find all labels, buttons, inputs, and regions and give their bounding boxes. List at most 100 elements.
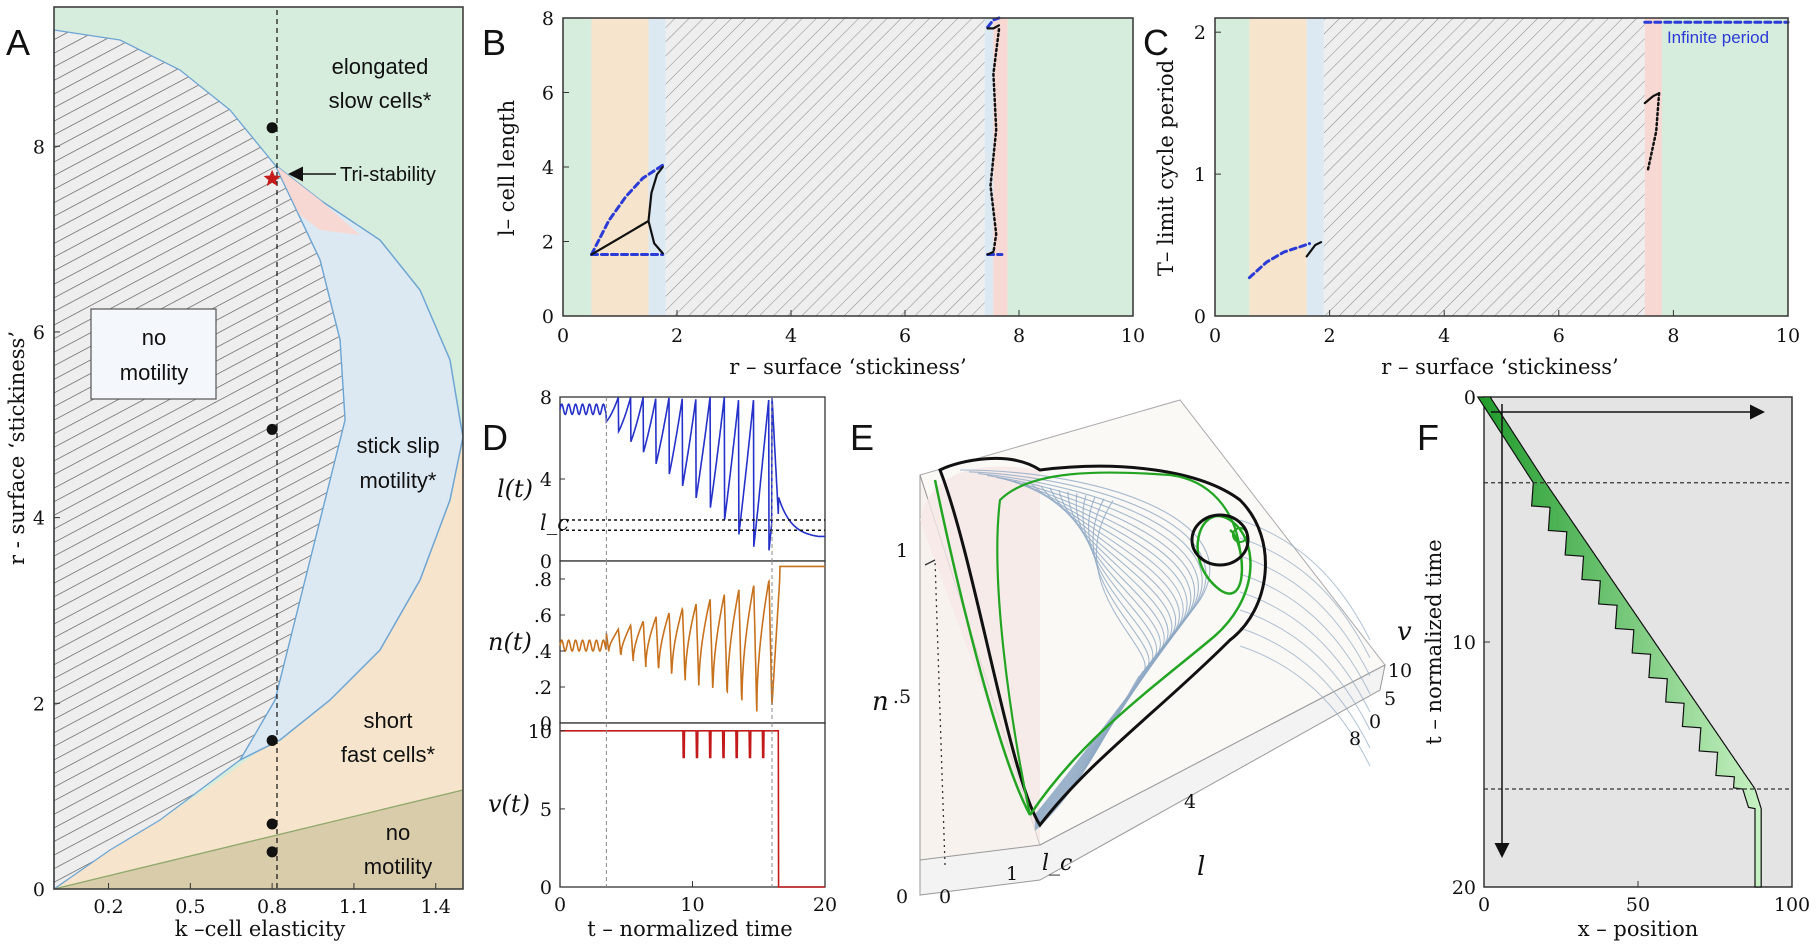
e-v-tick-10: 10	[1388, 660, 1412, 682]
f-panel-letter: F	[1417, 417, 1439, 458]
c-y-tick-label: 0	[1194, 306, 1206, 328]
b-y-tick-label: 2	[542, 232, 554, 254]
c-series-line	[1247, 242, 1311, 280]
c-legend-infinite-period: Infinite period	[1667, 28, 1769, 47]
d-y-tick-label: .4	[534, 641, 552, 663]
panel-e: E n l v l_c 0 .5 1 0 1 4 8 0 5 10	[850, 399, 1412, 908]
b-x-tick-label: 6	[899, 325, 911, 347]
a-y-tick-label: 0	[33, 879, 45, 901]
a-region-label-stickslip-2: motility*	[359, 468, 436, 493]
b-y-ticks: 0 2 4 6 8	[542, 8, 569, 328]
b-series-line	[986, 250, 995, 256]
c-series-line	[1643, 92, 1661, 105]
a-x-tick-label: 0.8	[257, 896, 287, 918]
d-panel-letter: D	[482, 417, 508, 458]
a-region-label-no-motility-low-1: no	[386, 820, 410, 845]
e-l-tick-1: 1	[1006, 863, 1018, 885]
a-point	[266, 734, 278, 746]
e-n-label: n	[872, 687, 889, 717]
a-x-tick-label: 0.5	[175, 896, 205, 918]
d-x-label: t – normalized time	[587, 917, 792, 941]
f-x-tick-label: 50	[1626, 894, 1650, 916]
a-y-tick-label: 2	[33, 693, 45, 715]
e-flow-line	[1239, 609, 1371, 731]
a-tristability-label: Tri-stability	[340, 164, 436, 186]
c-band	[1323, 18, 1645, 316]
a-region-label-slow-2: slow cells*	[329, 88, 432, 113]
d-y-tick-label: .8	[534, 569, 552, 591]
c-x-tick-label: 2	[1324, 325, 1336, 347]
a-panel-letter: A	[6, 22, 30, 63]
b-y-tick-label: 4	[542, 157, 554, 179]
c-x-ticks: 0 2 4 6 8 10	[1209, 310, 1800, 347]
a-peach-region	[54, 437, 463, 889]
e-v-label: v	[1397, 617, 1412, 647]
d-y-tick-label: 4	[540, 469, 552, 491]
a-no-motility-hatched	[53, 29, 346, 891]
panel-b: 0 2 4 6 8 10 0 2 4 6 8 B r – surface ‘stickiness’…	[482, 8, 1145, 379]
c-band	[1644, 18, 1662, 316]
a-y-ticks: 0 2 4 6 8	[33, 136, 60, 901]
a-region-label-fast-1: short	[364, 708, 413, 733]
c-y-label: T– limit cycle period	[1154, 60, 1178, 276]
b-y-tick-label: 6	[542, 83, 554, 105]
a-point	[266, 122, 278, 134]
a-y-tick-label: 4	[33, 508, 45, 530]
a-region-label-no-motility-2: motility	[120, 360, 188, 385]
c-x-tick-label: 8	[1667, 325, 1679, 347]
f-y-tick-label: 10	[1452, 632, 1476, 654]
a-region-label-fast-2: fast cells*	[341, 742, 436, 767]
a-point	[266, 846, 278, 858]
d-x-tick-label: 20	[813, 894, 837, 916]
a-point	[266, 818, 278, 830]
f-ticks: 0 50 100 0 10 20	[1452, 387, 1810, 916]
b-panel-letter: B	[482, 22, 506, 63]
d-y-tick-label: 0	[540, 713, 552, 735]
f-y-label: t – normalized time	[1422, 539, 1446, 744]
c-x-tick-label: 6	[1553, 325, 1565, 347]
b-series-line	[590, 219, 650, 256]
b-x-tick-label: 2	[671, 325, 683, 347]
c-series-line	[1305, 241, 1323, 258]
panel-a: no motility elongated slow cells* stick …	[5, 6, 464, 941]
f-y-tick-label: 0	[1464, 387, 1476, 409]
e-flow-line	[1239, 627, 1371, 749]
e-l-tick-4: 4	[1184, 791, 1196, 813]
b-band	[1007, 18, 1133, 316]
d-trace-0	[559, 396, 825, 551]
d-ylabel-l: l(t)	[497, 475, 533, 503]
c-x-tick-label: 0	[1209, 325, 1221, 347]
a-x-tick-label: 0.2	[93, 896, 123, 918]
b-series-line	[989, 27, 1001, 254]
f-cell-front	[1476, 396, 1762, 888]
a-y-tick-label: 8	[33, 136, 45, 158]
d-lc-label: l_c	[540, 511, 569, 535]
a-points	[263, 122, 281, 858]
d-y-tick-label: .6	[534, 605, 552, 627]
e-flow-line	[1239, 519, 1371, 641]
b-x-tick-label: 0	[557, 325, 569, 347]
e-flowlines	[959, 469, 1371, 831]
c-panel-letter: C	[1143, 22, 1169, 63]
d-y-tick-label: 5	[540, 799, 552, 821]
e-black-separatrix	[938, 457, 1267, 828]
e-panel-letter: E	[850, 417, 874, 458]
a-tristability-star	[263, 169, 281, 186]
f-x-label: x – position	[1578, 917, 1699, 941]
b-band	[665, 18, 985, 316]
b-band	[591, 18, 649, 316]
e-n-tick-1: 1	[896, 540, 908, 562]
a-y-label: r - surface ‘stickiness’	[5, 331, 29, 565]
e-flow-line	[1034, 495, 1158, 829]
e-l-label: l	[1197, 852, 1205, 882]
b-band	[984, 18, 994, 316]
c-band	[1661, 18, 1788, 316]
e-n-tick-0: 0	[896, 886, 908, 908]
b-series-line	[647, 219, 664, 255]
a-region-label-no-motility-1: no	[142, 325, 166, 350]
a-x-label: k –cell elasticity	[175, 917, 346, 941]
c-band	[1249, 18, 1307, 316]
a-x-tick-label: 1.1	[339, 896, 369, 918]
